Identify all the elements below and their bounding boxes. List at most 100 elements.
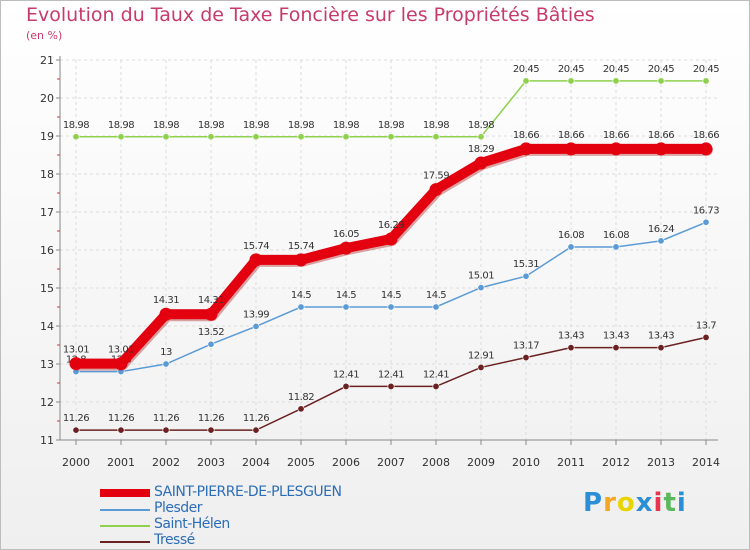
y-tick-label: 19: [40, 130, 54, 143]
x-tick-label: 2008: [422, 456, 450, 469]
series-3-data-label: 11.82: [288, 392, 314, 403]
series-1-data-label: 14.5: [381, 290, 401, 301]
legend-swatch-plesder: [100, 509, 150, 511]
series-0-point: [654, 142, 668, 156]
legend-swatch-tresse: [100, 541, 150, 543]
series-0-point: [294, 253, 308, 267]
y-tick-label: 17: [40, 206, 54, 219]
series-3-point: [522, 354, 530, 362]
series-3-point: [477, 363, 485, 371]
y-tick-label: 14: [40, 320, 54, 333]
series-0-data-label: 18.66: [603, 130, 629, 141]
series-1-point: [252, 322, 260, 330]
x-tick-label: 2001: [107, 456, 135, 469]
series-0-data-label: 16.05: [333, 229, 359, 240]
series-3-data-label: 13.7: [696, 320, 716, 331]
series-1-data-label: 13.99: [243, 309, 269, 320]
x-tick-label: 2002: [152, 456, 180, 469]
series-3-data-label: 11.26: [108, 413, 134, 424]
x-tick-label: 2007: [377, 456, 405, 469]
proxiti-logo[interactable]: Proxiti: [583, 488, 687, 518]
series-3-point: [387, 382, 395, 390]
y-tick-label: 15: [40, 282, 54, 295]
series-0-point: [474, 156, 488, 170]
series-2-data-label: 20.45: [648, 64, 674, 75]
series-2-data-label: 18.98: [243, 120, 269, 131]
series-2-point: [657, 77, 665, 85]
series-0-data-label: 18.66: [513, 130, 539, 141]
legend-label-saint-helen: Saint-Hélen: [154, 516, 230, 532]
series-2-point: [72, 133, 80, 141]
series-0-data-label: 14.31: [153, 295, 179, 306]
series-0-data-label: 14.31: [198, 295, 224, 306]
logo-letter: t: [663, 488, 677, 518]
legend-swatch-saint-pierre: [100, 489, 150, 497]
series-2-point: [477, 133, 485, 141]
series-2-data-label: 20.45: [603, 64, 629, 75]
series-1-data-label: 14.5: [426, 290, 446, 301]
series-2-point: [567, 77, 575, 85]
series-0-point: [114, 357, 128, 371]
x-tick-label: 2010: [512, 456, 540, 469]
series-2-point: [252, 133, 260, 141]
series-1-point: [297, 303, 305, 311]
series-1-data-label: 15.31: [513, 259, 539, 270]
series-1-data-label: 16.24: [648, 224, 674, 235]
series-3-point: [297, 405, 305, 413]
chart-unit-label: (en %): [26, 29, 63, 42]
series-3-point: [612, 344, 620, 352]
series-1-data-label: 16.73: [693, 205, 719, 216]
series-3-point: [117, 426, 125, 434]
x-tick-label: 2012: [602, 456, 630, 469]
x-tick-label: 2004: [242, 456, 270, 469]
legend-swatch-saint-helen: [100, 525, 150, 527]
series-0-point: [699, 142, 713, 156]
y-tick-label: 12: [40, 396, 54, 409]
series-1-point: [387, 303, 395, 311]
series-1-data-label: 14.5: [336, 290, 356, 301]
legend-label-saint-pierre: SAINT-PIERRE-DE-PLESGUEN: [154, 484, 342, 500]
y-tick-label: 21: [40, 54, 54, 67]
series-2-point: [432, 133, 440, 141]
series-2-point: [522, 77, 530, 85]
series-3-point: [657, 344, 665, 352]
series-3-point: [567, 344, 575, 352]
y-tick-label: 11: [40, 434, 54, 447]
series-0-point: [564, 142, 578, 156]
series-3-point: [342, 382, 350, 390]
y-tick-label: 16: [40, 244, 54, 257]
series-2-data-label: 20.45: [513, 64, 539, 75]
series-1-data-label: 16.08: [558, 230, 584, 241]
series-2-point: [387, 133, 395, 141]
series-2-point: [162, 133, 170, 141]
x-tick-label: 2006: [332, 456, 360, 469]
series-2-data-label: 18.98: [423, 120, 449, 131]
x-tick-label: 2014: [692, 456, 720, 469]
logo-letter: P: [583, 488, 604, 518]
series-2-data-label: 18.98: [108, 120, 134, 131]
series-1-data-label: 15.01: [468, 271, 494, 282]
logo-letter: x: [635, 488, 654, 518]
x-tick-label: 2009: [467, 456, 495, 469]
series-0-data-label: 18.66: [558, 130, 584, 141]
series-0-data-label: 13.01: [63, 345, 89, 356]
series-3-data-label: 12.41: [423, 369, 449, 380]
series-2-data-label: 20.45: [693, 64, 719, 75]
series-3-data-label: 12.41: [333, 369, 359, 380]
series-3-point: [207, 426, 215, 434]
series-2-point: [342, 133, 350, 141]
series-3-data-label: 11.26: [243, 413, 269, 424]
series-3-data-label: 13.43: [648, 331, 674, 342]
series-2-point: [297, 133, 305, 141]
series-2-data-label: 18.98: [378, 120, 404, 131]
logo-letter: i: [676, 488, 687, 518]
series-0-point: [69, 357, 83, 371]
series-3-point: [252, 426, 260, 434]
x-tick-label: 2000: [62, 456, 90, 469]
series-2-point: [702, 77, 710, 85]
series-1-data-label: 13.52: [198, 327, 224, 338]
series-0-data-label: 18.66: [693, 130, 719, 141]
series-1-point: [522, 272, 530, 280]
series-0-point: [519, 142, 533, 156]
